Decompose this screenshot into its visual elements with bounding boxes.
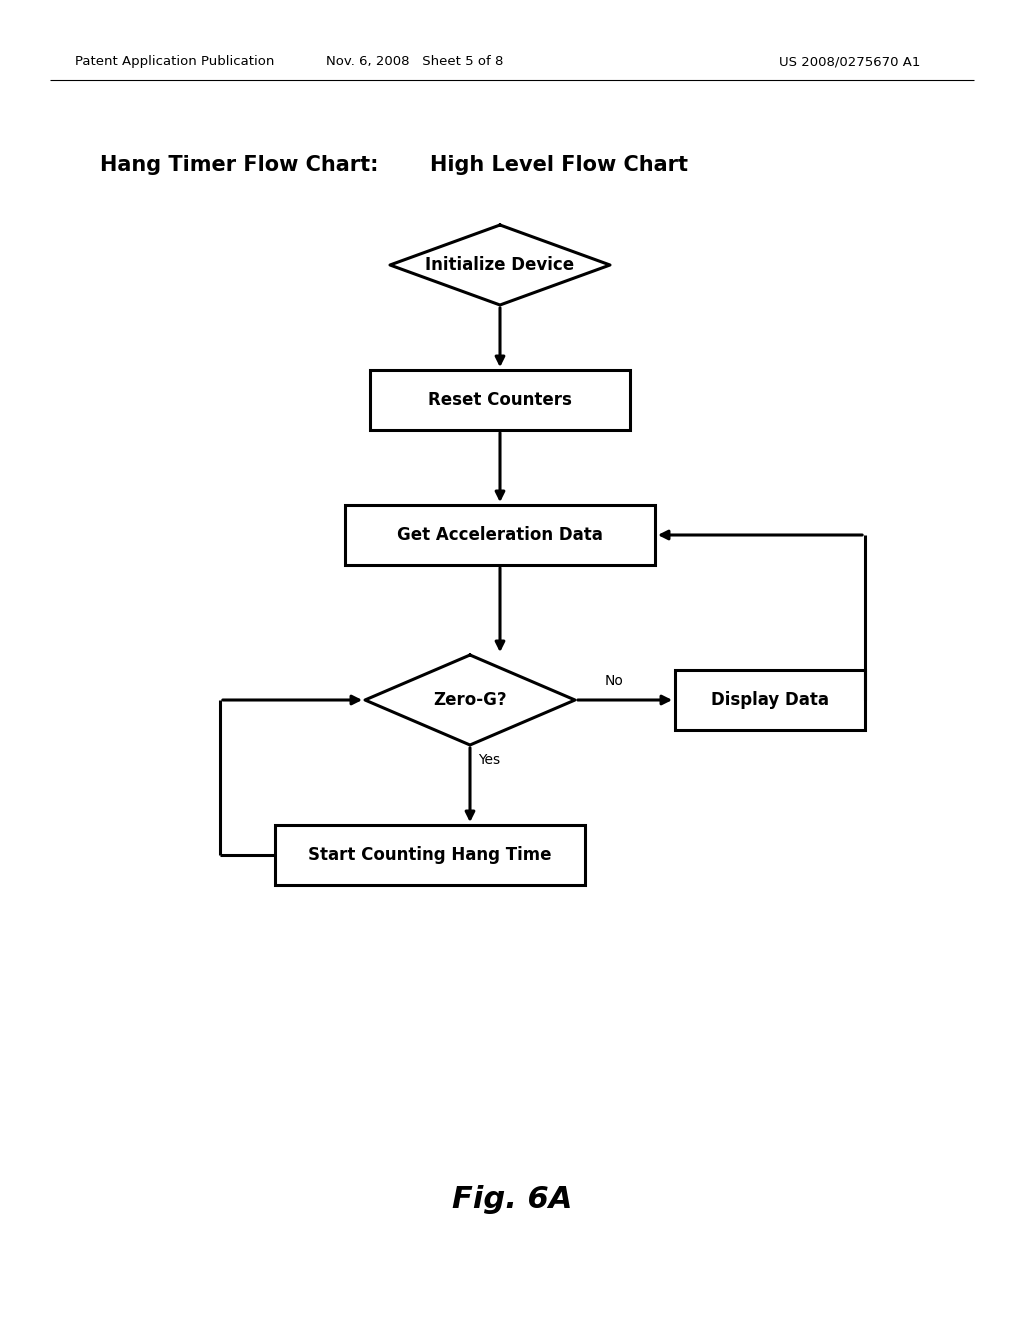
Text: Patent Application Publication: Patent Application Publication	[75, 55, 274, 69]
Bar	[275, 825, 585, 884]
Bar	[370, 370, 630, 430]
Text: Fig. 6A: Fig. 6A	[452, 1185, 572, 1214]
Text: Yes: Yes	[478, 752, 500, 767]
Text: US 2008/0275670 A1: US 2008/0275670 A1	[779, 55, 921, 69]
Text: Nov. 6, 2008   Sheet 5 of 8: Nov. 6, 2008 Sheet 5 of 8	[327, 55, 504, 69]
Bar	[345, 506, 655, 565]
Text: Zero-G?: Zero-G?	[433, 690, 507, 709]
Bar	[675, 671, 865, 730]
Text: Get Acceleration Data: Get Acceleration Data	[397, 525, 603, 544]
Text: Initialize Device: Initialize Device	[425, 256, 574, 275]
Text: Reset Counters: Reset Counters	[428, 391, 572, 409]
Text: Start Counting Hang Time: Start Counting Hang Time	[308, 846, 552, 865]
Text: Display Data: Display Data	[711, 690, 829, 709]
Text: No: No	[605, 675, 624, 688]
Text: High Level Flow Chart: High Level Flow Chart	[430, 154, 688, 176]
Text: Hang Timer Flow Chart:: Hang Timer Flow Chart:	[100, 154, 379, 176]
